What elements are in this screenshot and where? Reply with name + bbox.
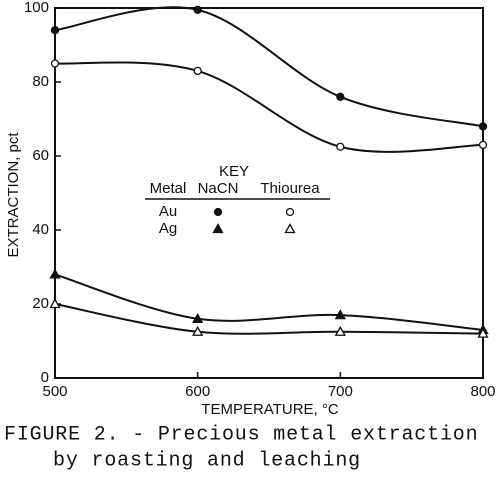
point — [336, 92, 345, 101]
y-tick-label: 60 — [32, 147, 49, 164]
legend-header: Metal — [150, 180, 187, 197]
x-tick-label: 500 — [42, 383, 67, 400]
line — [54, 6, 484, 128]
point — [477, 327, 489, 338]
legend-header: NaCN — [198, 180, 239, 197]
point — [49, 298, 61, 309]
caption: by roasting and leaching — [53, 449, 360, 472]
point — [50, 26, 60, 35]
legend-marker — [285, 207, 295, 217]
point — [334, 325, 346, 336]
point — [50, 59, 60, 68]
point — [478, 140, 488, 150]
y-tick-label: 20 — [32, 295, 49, 312]
point — [192, 312, 204, 323]
y-tick-label: 100 — [24, 0, 49, 16]
point — [334, 309, 346, 320]
plot-frame — [54, 7, 484, 379]
point — [336, 142, 345, 151]
line — [54, 61, 484, 153]
legend-row-label: Ag — [159, 220, 177, 237]
legend-marker — [212, 223, 224, 234]
point — [49, 268, 61, 279]
legend-title: KEY — [219, 163, 249, 180]
caption: FIGURE 2. - Precious metal extraction — [4, 423, 478, 446]
y-tick-label: 80 — [32, 73, 49, 90]
point — [193, 66, 202, 76]
line — [54, 303, 484, 335]
y-tick-label: 0 — [41, 369, 49, 386]
point — [192, 325, 204, 336]
point — [193, 5, 202, 15]
legend-header: Thiourea — [260, 180, 320, 197]
x-tick-label: 800 — [470, 383, 495, 400]
y-tick-label: 40 — [32, 221, 49, 238]
line — [54, 273, 484, 331]
y-axis-title: EXTRACTION, pct — [5, 132, 22, 258]
legend-marker — [284, 223, 296, 234]
point — [478, 122, 488, 131]
x-tick-label: 700 — [328, 383, 353, 400]
x-axis-title: TEMPERATURE, °C — [201, 401, 339, 418]
x-tick-label: 600 — [185, 383, 210, 400]
legend-row-label: Au — [159, 203, 177, 220]
legend-marker — [213, 207, 223, 217]
